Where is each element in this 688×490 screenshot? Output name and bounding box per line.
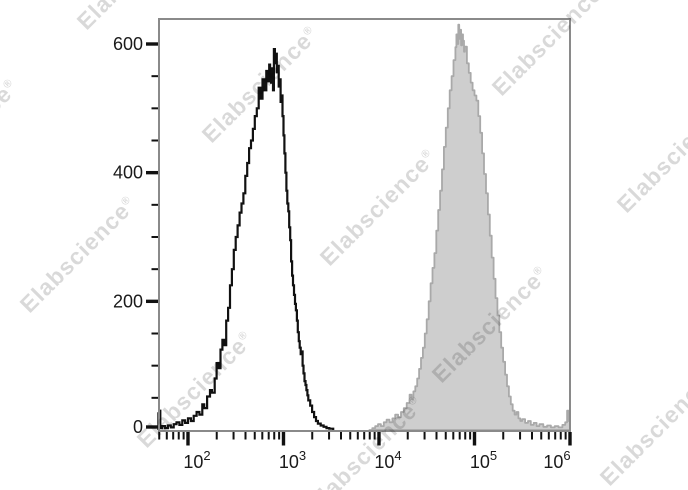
y-tick-label: 200 <box>113 291 143 311</box>
y-tick-label: 600 <box>113 34 143 54</box>
x-tick-label: 102 <box>183 448 210 472</box>
control-histogram-curve <box>157 48 335 432</box>
x-tick-label: 106 <box>543 448 570 472</box>
x-tick-label: 105 <box>470 448 497 472</box>
stained-histogram-area <box>368 23 571 431</box>
y-tick-label: 400 <box>113 163 143 183</box>
x-tick-label: 103 <box>279 448 306 472</box>
plot-frame <box>158 18 571 432</box>
y-tick-label: 0 <box>133 417 143 437</box>
x-tick-label: 104 <box>374 448 401 472</box>
